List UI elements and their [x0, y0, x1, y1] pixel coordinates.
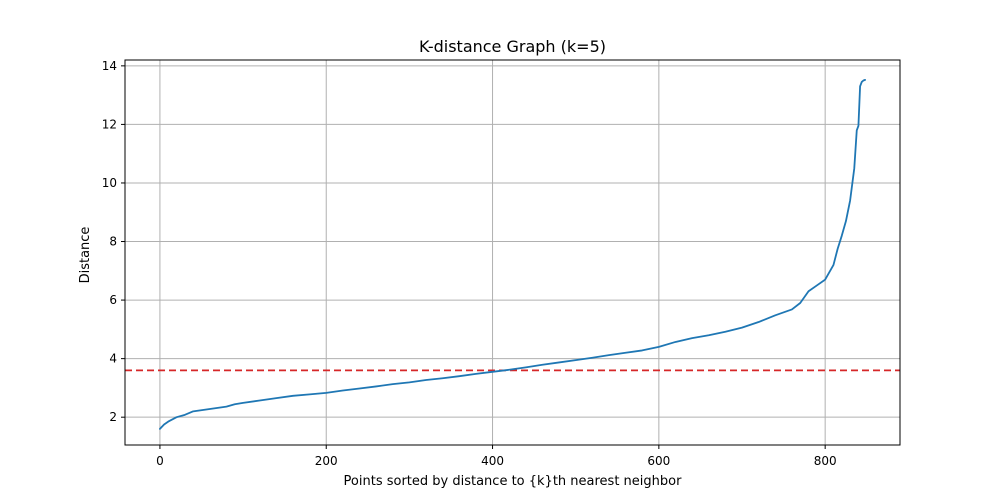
x-tick-label: 400 — [481, 454, 504, 468]
x-tick-label: 0 — [156, 454, 164, 468]
y-tick-label: 2 — [109, 410, 117, 424]
x-tick-label: 800 — [814, 454, 837, 468]
k-distance-line — [159, 79, 866, 430]
y-tick-label: 10 — [102, 176, 117, 190]
axis-ticks: 0 200 400 600 800 2 4 6 8 10 12 14 — [102, 59, 837, 468]
plot-frame — [124, 59, 901, 446]
y-tick-label: 4 — [109, 352, 117, 366]
chart-title: K-distance Graph (k=5) — [419, 37, 606, 56]
y-tick-label: 6 — [109, 293, 117, 307]
series-lines — [159, 79, 866, 430]
x-tick-label: 200 — [315, 454, 338, 468]
grid-lines — [125, 60, 900, 445]
y-tick-label: 14 — [102, 59, 117, 73]
y-tick-label: 12 — [102, 117, 117, 131]
y-axis-label: Distance — [78, 227, 93, 284]
x-tick-label: 600 — [647, 454, 670, 468]
y-tick-label: 8 — [109, 235, 117, 249]
x-axis-label: Points sorted by distance to {k}th neare… — [344, 474, 683, 489]
